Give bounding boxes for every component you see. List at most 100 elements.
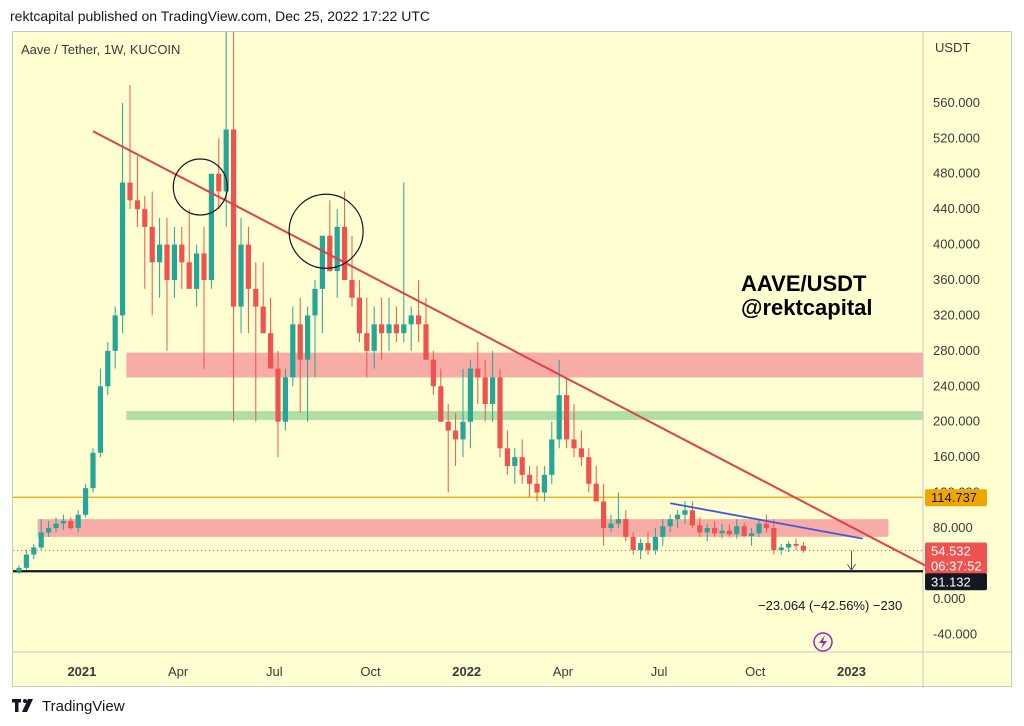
candle-body[interactable] [112,315,118,351]
candle-body[interactable] [615,519,621,524]
candle-body[interactable] [460,421,466,440]
highlight-circle[interactable] [172,158,228,216]
candle-body[interactable] [46,528,52,533]
candle-body[interactable] [364,333,370,351]
candle-body[interactable] [475,368,481,378]
candle-body[interactable] [334,226,340,272]
candle-body[interactable] [134,200,140,210]
candle-body[interactable] [164,244,170,280]
candle-body[interactable] [393,324,399,334]
candle-body[interactable] [630,536,636,551]
candle-body[interactable] [260,306,266,334]
candle-body[interactable] [216,173,222,192]
candle-body[interactable] [149,226,155,263]
candle-body[interactable] [445,421,451,431]
candle-body[interactable] [771,528,777,551]
candle-body[interactable] [660,526,666,537]
candle-body[interactable] [60,520,66,524]
candle-body[interactable] [319,235,325,289]
candle-body[interactable] [638,543,644,551]
chart-frame[interactable]: Aave / Tether, 1W, KUCOIN AAVE/USDT @rektc… [12,31,1013,688]
candle-body[interactable] [194,253,200,289]
candle-body[interactable] [497,377,503,449]
candle-body[interactable] [519,457,525,475]
candle-body[interactable] [68,520,74,528]
candle-body[interactable] [223,129,229,192]
candle-body[interactable] [793,543,799,546]
candle-body[interactable] [297,324,303,360]
candle-body[interactable] [512,457,518,466]
candle-body[interactable] [253,288,259,307]
candle-body[interactable] [231,129,237,307]
candle-body[interactable] [601,501,607,528]
candle-body[interactable] [689,510,695,526]
candle-body[interactable] [97,386,103,453]
candle-body[interactable] [401,324,407,334]
candle-body[interactable] [682,510,688,515]
candle-body[interactable] [667,519,673,527]
candle-body[interactable] [482,377,488,404]
candle-body[interactable] [675,514,681,520]
candle-body[interactable] [623,519,629,537]
candle-body[interactable] [245,244,251,289]
descending-trendline[interactable] [92,130,938,573]
candle-body[interactable] [652,536,658,551]
candle-body[interactable] [127,182,133,201]
candle-body[interactable] [541,474,547,493]
candle-body[interactable] [763,523,769,528]
candle-body[interactable] [800,545,806,551]
candle-body[interactable] [120,182,126,316]
candle-body[interactable] [238,244,244,307]
candle-body[interactable] [749,533,755,536]
candle-body[interactable] [312,288,318,316]
candle-body[interactable] [171,244,177,280]
candle-body[interactable] [527,474,533,484]
candle-body[interactable] [157,244,163,263]
candle-body[interactable] [423,324,429,360]
candle-body[interactable] [704,528,710,533]
candle-body[interactable] [83,488,89,515]
candle-body[interactable] [534,483,540,493]
candle-body[interactable] [16,567,22,572]
wedge-trendline[interactable] [670,502,863,540]
candle-body[interactable] [275,368,281,422]
candle-body[interactable] [186,262,192,289]
candle-body[interactable] [712,528,718,534]
candle-body[interactable] [778,547,784,551]
candle-body[interactable] [719,530,725,534]
candle-body[interactable] [564,395,570,440]
candle-body[interactable] [208,173,214,280]
candle-body[interactable] [31,547,37,555]
candle-body[interactable] [586,457,592,484]
candle-body[interactable] [571,439,577,449]
candle-body[interactable] [53,523,59,528]
candle-body[interactable] [75,514,81,528]
candle-body[interactable] [608,523,614,528]
candle-body[interactable] [438,386,444,422]
candle-body[interactable] [490,377,496,404]
candle-body[interactable] [356,297,362,334]
candle-body[interactable] [756,523,762,534]
candle-body[interactable] [593,483,599,502]
candle-body[interactable] [386,324,392,334]
candle-body[interactable] [786,543,792,548]
candle-body[interactable] [416,315,422,325]
candle-body[interactable] [268,333,274,369]
candlestick-chart[interactable]: Aave / Tether, 1W, KUCOIN AAVE/USDT@rektc… [13,32,1013,688]
candle-body[interactable] [408,315,414,325]
candle-body[interactable] [282,377,288,422]
candle-body[interactable] [645,543,651,551]
candle-body[interactable] [327,235,333,272]
candle-body[interactable] [379,324,385,334]
lightning-icon[interactable] [813,632,833,652]
candle-body[interactable] [342,226,348,280]
candle-body[interactable] [734,526,740,535]
candle-body[interactable] [38,532,44,548]
candle-body[interactable] [23,554,29,568]
candle-body[interactable] [467,368,473,422]
candle-body[interactable] [90,452,96,489]
candle-body[interactable] [371,324,377,351]
candle-body[interactable] [142,209,148,227]
candle-body[interactable] [349,280,355,298]
candle-body[interactable] [504,448,510,466]
